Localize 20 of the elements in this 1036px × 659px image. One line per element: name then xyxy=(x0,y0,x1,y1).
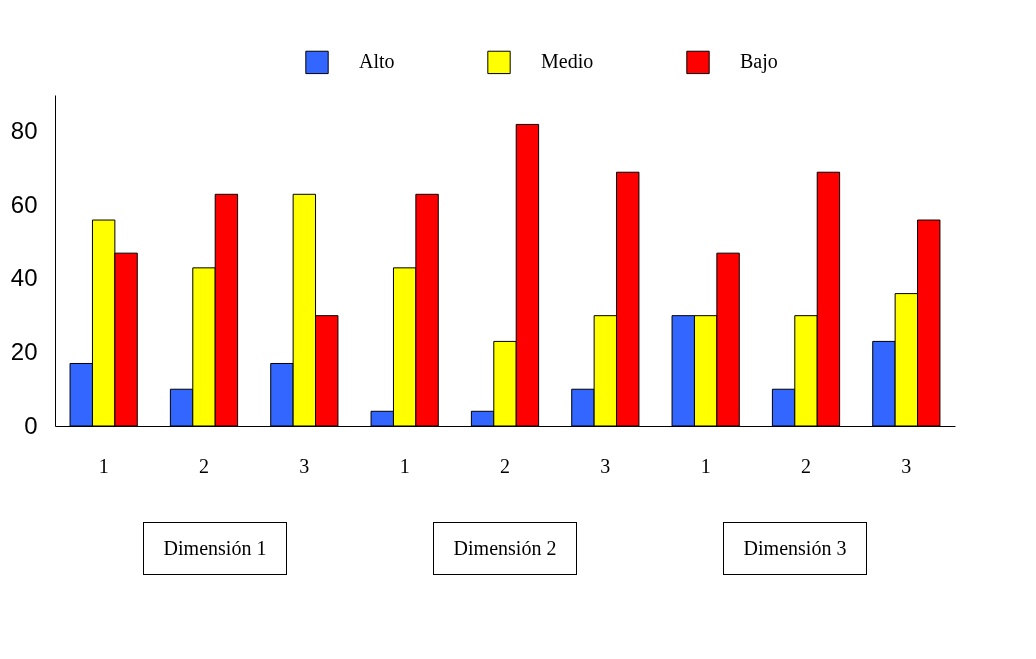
text: Dimensión 2 xyxy=(432,522,578,575)
x-tick-label: 3 xyxy=(600,454,611,477)
y-tick-label: 40 xyxy=(10,264,38,292)
x-tick-label: 2 xyxy=(801,454,811,477)
x-tick-label: 1 xyxy=(98,454,109,477)
y-tick-label: 20 xyxy=(10,337,38,365)
text: Dimensión 3 xyxy=(722,522,868,575)
x-tick-label: 2 xyxy=(199,454,209,477)
x-tick-label: 1 xyxy=(700,454,711,477)
y-tick-label: 60 xyxy=(10,190,38,218)
legend-label: Alto xyxy=(359,50,395,73)
legend-label: Bajo xyxy=(740,50,778,74)
x-tick-label: 3 xyxy=(299,454,310,477)
x-tick-label: 1 xyxy=(399,454,410,477)
x-tick-label: 3 xyxy=(901,454,912,477)
y-tick-label: 0 xyxy=(24,411,38,439)
x-tick-label: 2 xyxy=(500,454,510,477)
y-tick-label: 80 xyxy=(10,117,38,145)
text: Dimensión 1 xyxy=(142,522,288,575)
legend-label: Medio xyxy=(541,50,594,73)
